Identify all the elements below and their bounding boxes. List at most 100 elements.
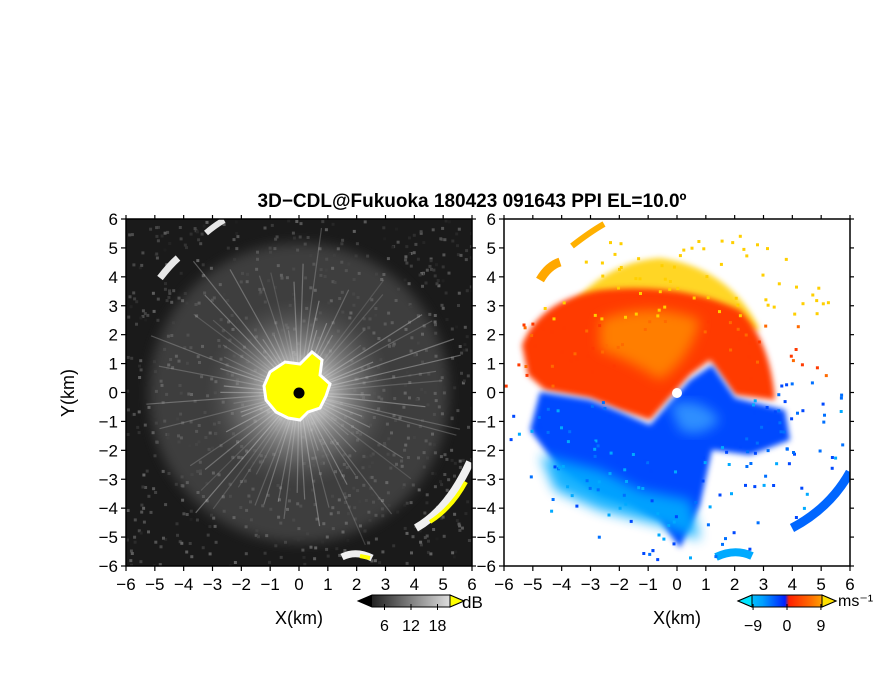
velocity-speck [648, 320, 652, 324]
noise-pixel [234, 220, 238, 224]
velocity-speck [593, 313, 597, 317]
velocity-speck [530, 334, 534, 337]
noise-pixel [460, 371, 463, 375]
noise-pixel [129, 559, 133, 563]
velocity-speck [810, 381, 814, 385]
y-tick-label: −4 [99, 499, 118, 518]
velocity-speck [747, 355, 751, 359]
velocity-speck [584, 260, 588, 264]
noise-pixel [433, 314, 437, 317]
velocity-speck [546, 407, 550, 411]
noise-pixel [306, 236, 310, 239]
velocity-speck [748, 341, 752, 345]
velocity-speck [566, 440, 570, 444]
noise-pixel [441, 265, 445, 269]
velocity-speck [533, 344, 537, 348]
noise-pixel [432, 528, 436, 531]
figure-title: 3D−CDL@Fukuoka 180423 091643 PPI EL=10.0… [258, 191, 687, 212]
noise-pixel [146, 313, 150, 317]
noise-pixel [176, 533, 179, 537]
noise-pixel [303, 562, 307, 566]
noise-pixel [156, 297, 160, 301]
velocity-speck [785, 383, 789, 387]
x-tick-label: 0 [294, 575, 303, 594]
noise-pixel [443, 473, 447, 476]
velocity-speck [767, 421, 771, 425]
noise-pixel [405, 501, 409, 505]
y-tick-label: −1 [477, 412, 496, 431]
y-tick-label: 6 [487, 210, 496, 229]
velocity-speck [601, 401, 605, 405]
noise-pixel [383, 237, 387, 241]
noise-pixel [441, 226, 445, 230]
velocity-speck [623, 468, 627, 472]
noise-pixel [405, 245, 409, 249]
x-tick-label: 0 [672, 575, 681, 594]
velocity-speck [724, 537, 727, 541]
velocity-speck [596, 444, 600, 448]
velocity-speck [782, 430, 786, 434]
noise-pixel [178, 540, 182, 544]
x-tick-label: −1 [638, 575, 657, 594]
velocity-speck [539, 425, 543, 429]
noise-pixel [352, 229, 356, 233]
noise-pixel [454, 550, 458, 554]
noise-pixel [155, 226, 159, 230]
velocity-speck [566, 485, 570, 489]
velocity-speck [639, 292, 642, 295]
noise-pixel [143, 312, 147, 316]
noise-pixel [405, 261, 409, 265]
velocity-speck [783, 400, 787, 404]
noise-pixel [429, 257, 433, 261]
noise-pixel [442, 534, 446, 538]
velocity-speck [790, 382, 794, 386]
noise-pixel [201, 274, 205, 278]
velocity-speck [744, 333, 748, 337]
noise-pixel [180, 541, 184, 545]
velocity-speck [593, 447, 597, 451]
velocity-speck [801, 302, 805, 306]
noise-pixel [423, 511, 427, 515]
velocity-speck [651, 549, 655, 553]
noise-pixel [378, 561, 382, 565]
noise-pixel [462, 348, 466, 352]
noise-pixel [129, 549, 133, 553]
velocity-speck [730, 492, 733, 496]
noise-pixel [409, 264, 413, 268]
velocity-speck [591, 370, 594, 374]
reflectivity-colorbar-ticks: 6 12 18 [380, 604, 447, 635]
velocity-speck [553, 360, 557, 364]
y-tick-label: 2 [109, 326, 118, 345]
noise-pixel [143, 423, 147, 427]
velocity-speck [823, 413, 826, 417]
noise-pixel [188, 542, 192, 545]
x-tick-label: −6 [494, 575, 513, 594]
velocity-speck [634, 277, 638, 281]
velocity-speck [772, 484, 776, 487]
noise-pixel [411, 535, 415, 539]
noise-pixel [456, 253, 460, 257]
noise-pixel [202, 224, 206, 228]
noise-pixel [162, 536, 165, 540]
velocity-speck [663, 320, 667, 323]
noise-pixel [153, 454, 157, 458]
velocity-speck [592, 441, 596, 445]
velocity-speck [775, 462, 779, 466]
velocity-speck [509, 438, 513, 442]
noise-pixel [133, 518, 137, 522]
velocity-speck [541, 327, 545, 331]
velocity-speck [613, 252, 617, 256]
noise-pixel [419, 543, 423, 547]
velocity-speck [764, 298, 768, 302]
noise-pixel [458, 524, 462, 528]
noise-pixel [431, 471, 435, 475]
noise-pixel [421, 284, 424, 288]
clutter-arc-nw [157, 255, 181, 281]
velocity-colorbar-unit: ms⁻¹ [838, 593, 873, 610]
noise-pixel [363, 529, 367, 533]
velocity-speck [738, 314, 742, 318]
velocity-speck [538, 423, 542, 427]
noise-pixel [458, 459, 462, 463]
noise-pixel [145, 469, 149, 473]
